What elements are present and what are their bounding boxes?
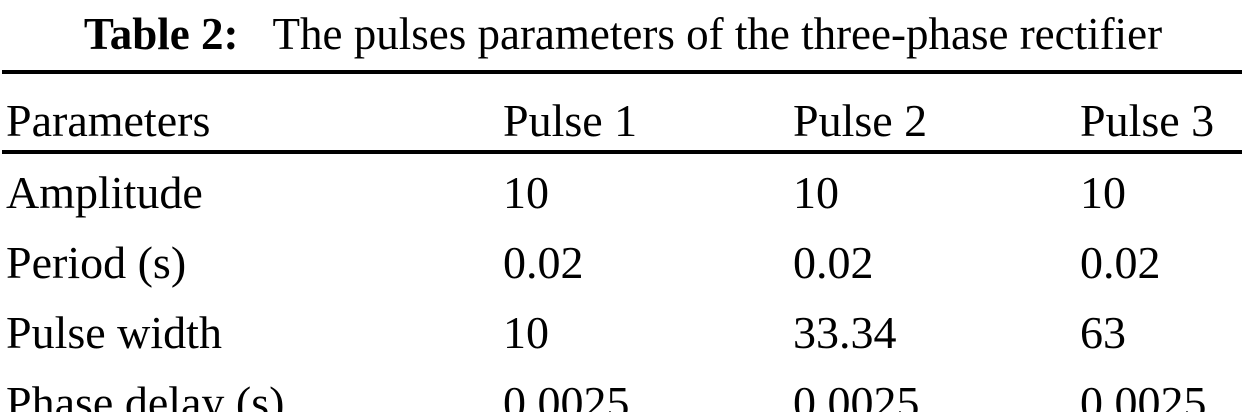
pulse-width-pulse3-value: 63 xyxy=(1080,307,1126,358)
header-row: Parameters Pulse 1 Pulse 2 Pulse 3 xyxy=(2,72,1242,154)
period-pulse3-value: 0.02 xyxy=(1080,237,1161,288)
phase-delay-pulse1-value: 0.0025 xyxy=(503,377,630,412)
table-caption-number: Table 2: xyxy=(83,9,239,60)
table-row-phase-delay: Phase delay (s) 0.0025 0.0025 0.0025 xyxy=(2,364,1242,412)
column-header-pulse-2: Pulse 2 xyxy=(793,72,1080,154)
table-row-amplitude: Amplitude 10 10 10 xyxy=(2,152,1242,224)
amplitude-pulse3-value: 10 xyxy=(1080,167,1126,218)
phase-delay-pulse3-value: 0.0025 xyxy=(1080,377,1207,412)
period-pulse1-value: 0.02 xyxy=(503,237,584,288)
phase-delay-pulse2-value: 0.0025 xyxy=(793,377,920,412)
row-label-period: Period (s) xyxy=(6,237,187,288)
column-header-parameters: Parameters xyxy=(2,72,503,154)
column-header-pulse-1: Pulse 1 xyxy=(503,72,793,154)
table-caption: Table 2: The pulses parameters of the th… xyxy=(0,0,1246,70)
pulse-width-pulse1-value: 10 xyxy=(503,307,549,358)
column-header-pulse-3: Pulse 3 xyxy=(1080,72,1242,154)
pulse-width-pulse2-value: 33.34 xyxy=(793,307,897,358)
pulse-parameters-table: Parameters Pulse 1 Pulse 2 Pulse 3 Ampli… xyxy=(2,70,1242,412)
table-row-pulse-width: Pulse width 10 33.34 63 xyxy=(2,294,1242,364)
amplitude-pulse1-value: 10 xyxy=(503,167,549,218)
row-label-phase-delay: Phase delay (s) xyxy=(6,377,285,412)
table-row-period: Period (s) 0.02 0.02 0.02 xyxy=(2,224,1242,294)
amplitude-pulse2-value: 10 xyxy=(793,167,839,218)
row-label-pulse-width: Pulse width xyxy=(6,307,222,358)
period-pulse2-value: 0.02 xyxy=(793,237,874,288)
table-caption-text: The pulses parameters of the three-phase… xyxy=(272,9,1163,60)
row-label-amplitude: Amplitude xyxy=(6,167,203,218)
